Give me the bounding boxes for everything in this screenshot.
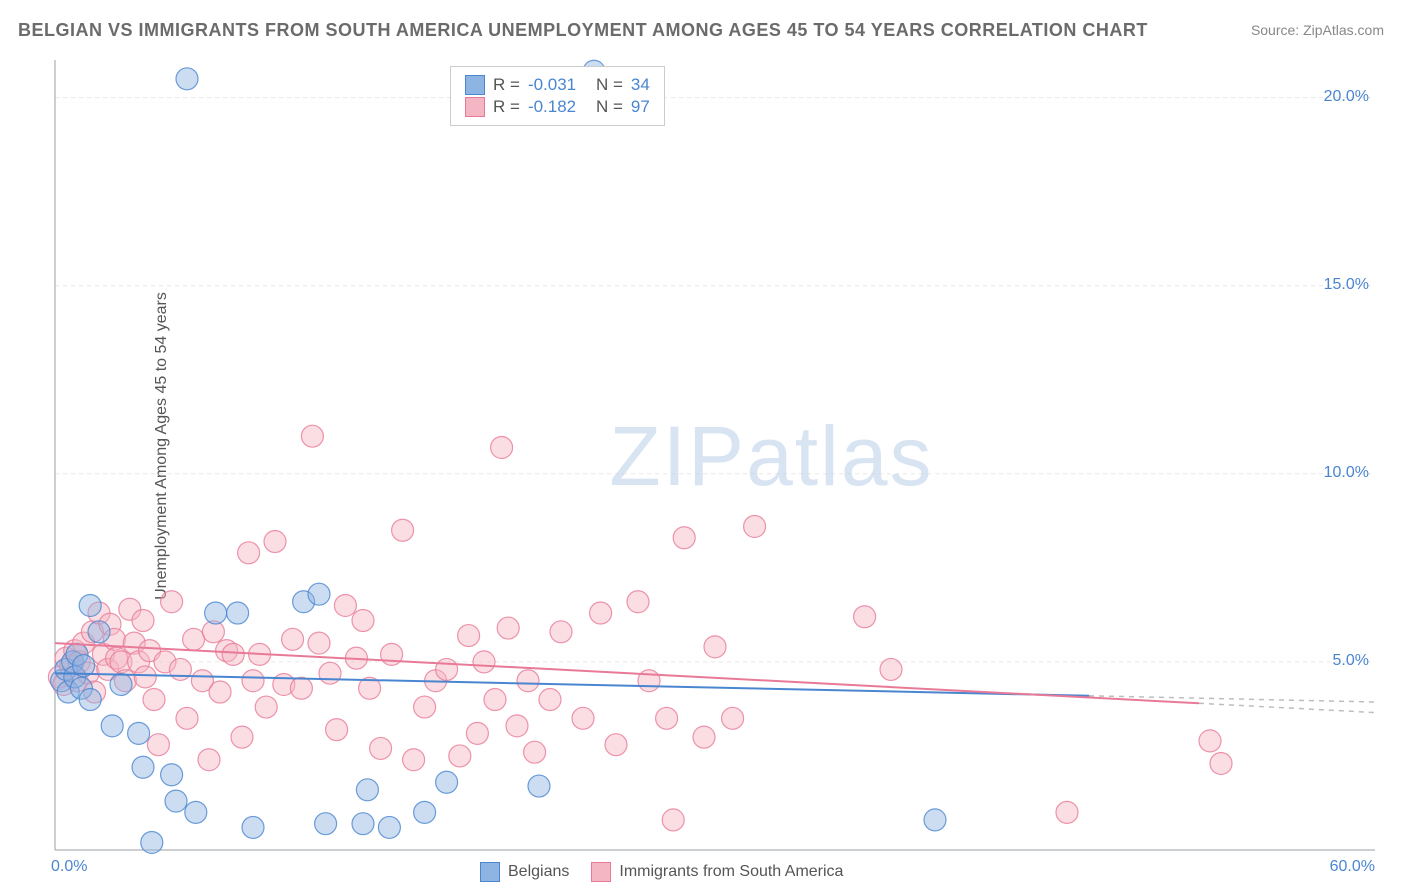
stat-row-immigrants: R = -0.182 N = 97	[465, 97, 650, 117]
correlation-stat-box: R = -0.031 N = 34 R = -0.182 N = 97	[450, 66, 665, 126]
legend-label-immigrants: Immigrants from South America	[619, 863, 843, 881]
legend-swatch-belgians	[480, 862, 500, 882]
legend-item-immigrants: Immigrants from South America	[591, 862, 843, 882]
stat-r-label: R =	[493, 97, 520, 117]
stat-row-belgians: R = -0.031 N = 34	[465, 75, 650, 95]
y-tick-label: 10.0%	[1324, 464, 1369, 482]
legend-item-belgians: Belgians	[480, 862, 569, 882]
y-tick-label: 5.0%	[1333, 652, 1369, 670]
legend: Belgians Immigrants from South America	[480, 862, 843, 882]
stat-n-label: N =	[596, 75, 623, 95]
swatch-immigrants	[465, 97, 485, 117]
stat-n-label: N =	[596, 97, 623, 117]
legend-swatch-immigrants	[591, 862, 611, 882]
stat-n-value-belgians: 34	[631, 75, 650, 95]
stat-r-value-belgians: -0.031	[528, 75, 588, 95]
legend-label-belgians: Belgians	[508, 863, 569, 881]
y-tick-label: 15.0%	[1324, 276, 1369, 294]
swatch-belgians	[465, 75, 485, 95]
x-tick-label: 60.0%	[1330, 858, 1375, 876]
stat-r-value-immigrants: -0.182	[528, 97, 588, 117]
x-tick-label: 0.0%	[51, 858, 87, 876]
y-tick-label: 20.0%	[1324, 88, 1369, 106]
stat-r-label: R =	[493, 75, 520, 95]
scatter-chart	[0, 0, 1406, 892]
stat-n-value-immigrants: 97	[631, 97, 650, 117]
